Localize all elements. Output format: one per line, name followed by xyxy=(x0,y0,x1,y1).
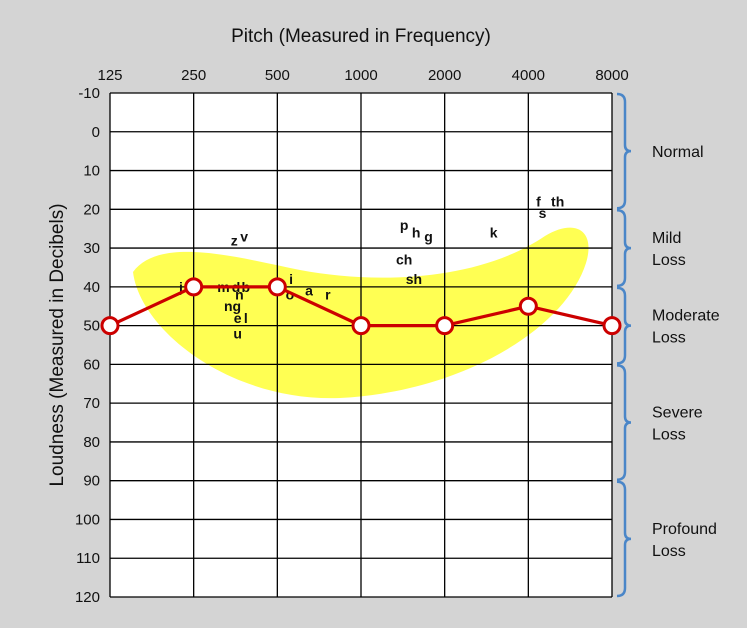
speech-sound-label: a xyxy=(305,283,313,299)
x-tick-label: 2000 xyxy=(428,67,461,84)
y-tick-label: 120 xyxy=(75,589,100,606)
speech-sound-label: sh xyxy=(406,271,422,287)
x-tick-label: 250 xyxy=(181,67,206,84)
y-tick-label: 110 xyxy=(76,550,100,567)
x-tick-labels: 125 250 500 1000 2000 4000 8000 xyxy=(97,67,628,84)
y-tick-label: 40 xyxy=(83,279,100,296)
speech-sound-label: e xyxy=(234,310,242,326)
y-tick-label: 0 xyxy=(92,124,100,141)
x-tick-label: 8000 xyxy=(595,67,628,84)
range-label-line: Loss xyxy=(652,330,686,347)
data-point xyxy=(351,316,371,336)
range-label: Severe Loss xyxy=(652,405,703,444)
y-tick-label: -10 xyxy=(78,85,100,102)
speech-sound-label: j xyxy=(178,279,183,295)
range-label-line: Loss xyxy=(652,252,686,269)
data-point xyxy=(602,316,622,336)
x-tick-label: 500 xyxy=(265,67,290,84)
range-label-line: Severe xyxy=(652,405,703,422)
speech-sound-label: o xyxy=(286,287,295,303)
data-point xyxy=(100,316,120,336)
range-label-line: Profound xyxy=(652,521,717,538)
y-tick-label: 60 xyxy=(83,356,100,373)
speech-sound-label: k xyxy=(490,225,498,241)
data-point xyxy=(267,277,287,297)
speech-sound-label: n xyxy=(235,287,244,303)
range-label-line: Loss xyxy=(652,543,686,560)
y-tick-label: 70 xyxy=(83,395,100,412)
speech-sound-label: r xyxy=(325,287,331,303)
range-bracket xyxy=(616,92,632,210)
y-tick-label: 50 xyxy=(83,318,100,335)
y-tick-label: 100 xyxy=(75,511,100,528)
x-tick-label: 125 xyxy=(97,67,122,84)
y-tick-labels: -10 0 10 20 30 40 50 60 70 80 90 100 110 120 xyxy=(75,85,100,606)
range-label: Normal xyxy=(652,144,704,161)
x-tick-label: 1000 xyxy=(344,67,377,84)
speech-sound-label: g xyxy=(424,228,433,244)
y-tick-label: 20 xyxy=(83,201,100,218)
y-axis-label: Loudness (Measured in Decibels) xyxy=(47,203,68,486)
speech-sound-label: ch xyxy=(396,252,412,268)
range-bracket xyxy=(616,480,632,598)
y-tick-label: 10 xyxy=(83,163,100,180)
range-label: Moderate Loss xyxy=(652,308,720,347)
range-label: Profound Loss xyxy=(652,521,717,560)
range-bracket xyxy=(616,209,632,288)
speech-sound-label: p xyxy=(400,217,409,233)
speech-sound-label: v xyxy=(240,228,248,244)
chart-title: Pitch (Measured in Frequency) xyxy=(231,26,491,47)
speech-sound-label: f xyxy=(536,194,541,210)
range-label-line: Loss xyxy=(652,427,686,444)
speech-sound-label: l xyxy=(244,310,248,326)
data-point xyxy=(184,277,204,297)
grid-lines xyxy=(109,92,613,598)
x-tick-label: 4000 xyxy=(512,67,545,84)
speech-sound-label: h xyxy=(412,225,421,241)
series-line xyxy=(100,277,622,336)
speech-sound-label: z xyxy=(231,232,238,248)
speech-sound-label: i xyxy=(289,271,293,287)
y-tick-label: 90 xyxy=(83,473,100,490)
speech-sound-label: th xyxy=(551,194,564,210)
range-label-line: Normal xyxy=(652,144,704,161)
speech-sound-label: ng xyxy=(224,298,241,314)
data-point xyxy=(518,296,538,316)
range-label-line: Moderate xyxy=(652,308,720,325)
range-label: Mild Loss xyxy=(652,230,686,269)
speech-sound-label: s xyxy=(539,205,547,221)
data-point xyxy=(435,316,455,336)
range-bracket xyxy=(616,364,632,481)
range-label-line: Mild xyxy=(652,230,681,247)
speech-sound-label: u xyxy=(233,325,242,341)
y-tick-label: 30 xyxy=(83,240,100,257)
range-bracket xyxy=(616,286,632,365)
y-tick-label: 80 xyxy=(83,434,100,451)
